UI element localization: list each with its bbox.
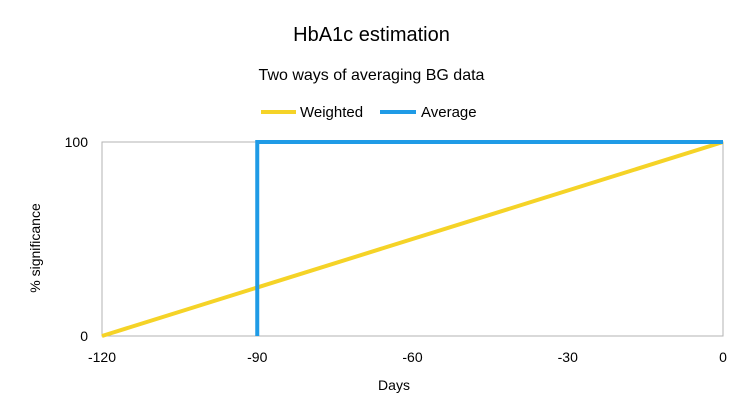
x-tick-label-minus30: -30 <box>558 349 578 365</box>
y-tick-label-0: 0 <box>80 328 88 344</box>
x-axis-label: Days <box>378 377 410 393</box>
series-layer <box>101 140 724 338</box>
x-tick-label-minus120: -120 <box>88 349 116 365</box>
legend-label-average: Average <box>421 104 477 121</box>
chart-subtitle: Two ways of averaging BG data <box>259 67 485 84</box>
x-tick-label-0: 0 <box>719 349 727 365</box>
series-line-weighted <box>101 140 724 338</box>
y-axis-label: % significance <box>27 203 43 293</box>
series-line-average <box>255 140 723 336</box>
x-tick-label-minus90: -90 <box>247 349 267 365</box>
legend: Weighted Average <box>261 104 477 121</box>
x-tick-label-minus60: -60 <box>402 349 422 365</box>
y-tick-label-100: 100 <box>65 134 89 150</box>
chart-title: HbA1c estimation <box>293 24 450 46</box>
legend-label-weighted: Weighted <box>300 104 363 121</box>
